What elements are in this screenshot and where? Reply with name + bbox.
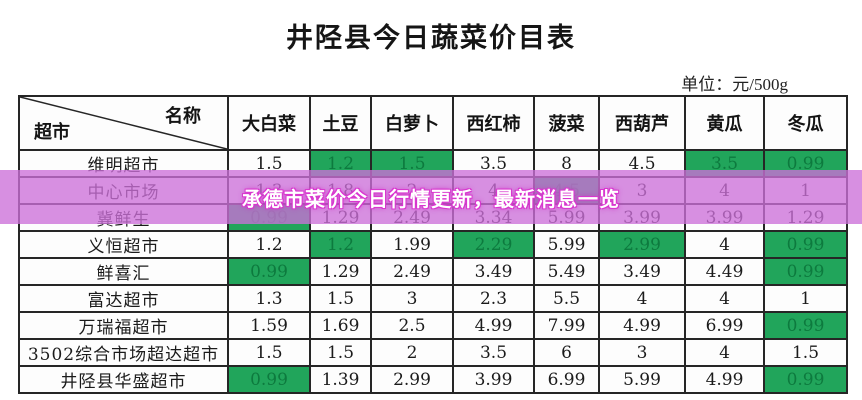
column-header: 白萝卜	[370, 95, 454, 151]
price-cell: 2.3	[452, 284, 535, 313]
price-cell: 4	[684, 338, 765, 367]
price-cell: 1.29	[309, 257, 372, 286]
price-cell: 1.5	[763, 338, 848, 367]
vegetable-price-table: 名称 超市 大白菜 土豆 白萝卜 西红柿 菠菜 西葫芦 黄瓜 冬瓜 维明超市 1.5 1.2 1.5…	[18, 95, 848, 394]
price-cell: 2	[370, 338, 454, 367]
column-header: 西红柿	[452, 95, 535, 151]
price-cell: 2.5	[370, 311, 454, 340]
price-cell: 3	[370, 284, 454, 313]
price-cell: 1.5	[309, 338, 372, 367]
price-cell: 2.49	[370, 257, 454, 286]
news-banner-overlay: 承德市菜价今日行情更新，最新消息一览	[0, 170, 862, 224]
price-cell: 7.99	[533, 311, 600, 340]
corner-label-name: 名称	[165, 106, 201, 127]
price-cell: 4.99	[684, 365, 765, 394]
price-cell: 4.49	[684, 257, 765, 286]
column-header-row: 名称 超市 大白菜 土豆 白萝卜 西红柿 菠菜 西葫芦 黄瓜 冬瓜	[18, 95, 848, 151]
column-header: 黄瓜	[684, 95, 765, 151]
price-cell: 0.99	[763, 230, 848, 259]
price-cell: 1.69	[309, 311, 372, 340]
price-cell: 1.2	[227, 230, 311, 259]
diagonal-divider-icon	[21, 98, 226, 148]
page-title: 井陉县今日蔬菜价目表	[286, 23, 576, 53]
price-cell: 4.99	[598, 311, 686, 340]
supermarket-name: 井陉县华盛超市	[18, 365, 229, 394]
corner-label-market: 超市	[34, 122, 70, 143]
price-cell: 1.99	[370, 230, 454, 259]
price-cell: 0.99	[763, 365, 848, 394]
price-cell: 3	[598, 338, 686, 367]
price-cell: 2.99	[598, 230, 686, 259]
price-cell: 3.99	[452, 365, 535, 394]
table-row: 义恒超市 1.2 1.2 1.99 2.29 5.99 2.99 4 0.99	[18, 230, 848, 259]
supermarket-name: 富达超市	[18, 284, 229, 313]
column-header: 西葫芦	[598, 95, 686, 151]
table-row: 3502综合市场超达超市 1.5 1.5 2 3.5 6 3 4 1.5	[18, 338, 848, 367]
column-header: 土豆	[309, 95, 372, 151]
price-cell: 1.5	[309, 284, 372, 313]
table-row: 鲜喜汇 0.99 1.29 2.49 3.49 5.49 3.49 4.49 0.99	[18, 257, 848, 286]
supermarket-name: 义恒超市	[18, 230, 229, 259]
price-cell: 4	[684, 284, 765, 313]
supermarket-name: 万瑞福超市	[18, 311, 229, 340]
price-cell: 1.3	[227, 284, 311, 313]
table-row: 万瑞福超市 1.59 1.69 2.5 4.99 7.99 4.99 6.99 0.99	[18, 311, 848, 340]
price-cell: 6.99	[684, 311, 765, 340]
price-cell: 0.99	[763, 257, 848, 286]
price-cell: 1	[763, 284, 848, 313]
price-cell: 6	[533, 338, 600, 367]
price-cell: 5.99	[598, 365, 686, 394]
supermarket-name: 鲜喜汇	[18, 257, 229, 286]
column-header: 菠菜	[533, 95, 600, 151]
price-cell: 3.49	[452, 257, 535, 286]
price-cell: 4.99	[452, 311, 535, 340]
price-cell: 2.29	[452, 230, 535, 259]
news-banner-text: 承德市菜价今日行情更新，最新消息一览	[242, 188, 620, 211]
column-header: 大白菜	[227, 95, 311, 151]
table-row: 富达超市 1.3 1.5 3 2.3 5.5 4 4 1	[18, 284, 848, 313]
price-cell: 5.5	[533, 284, 600, 313]
price-cell: 5.49	[533, 257, 600, 286]
price-cell: 4	[684, 230, 765, 259]
price-cell: 6.99	[533, 365, 600, 394]
price-cell: 1.5	[227, 338, 311, 367]
price-cell: 5.99	[533, 230, 600, 259]
price-cell: 4	[598, 284, 686, 313]
price-cell: 1.59	[227, 311, 311, 340]
price-cell: 0.99	[763, 311, 848, 340]
price-cell: 3.49	[598, 257, 686, 286]
supermarket-name: 3502综合市场超达超市	[18, 338, 229, 367]
price-cell: 1.39	[309, 365, 372, 394]
column-header: 冬瓜	[763, 95, 848, 151]
price-cell: 2.99	[370, 365, 454, 394]
price-cell: 1.2	[309, 230, 372, 259]
price-cell: 0.99	[227, 365, 311, 394]
table-row: 井陉县华盛超市 0.99 1.39 2.99 3.99 6.99 5.99 4.99 0.99	[18, 365, 848, 394]
price-cell: 3.5	[452, 338, 535, 367]
unit-label: 单位：元/500g	[681, 75, 788, 94]
price-cell: 0.99	[227, 257, 311, 286]
corner-header-cell: 名称 超市	[18, 95, 229, 151]
